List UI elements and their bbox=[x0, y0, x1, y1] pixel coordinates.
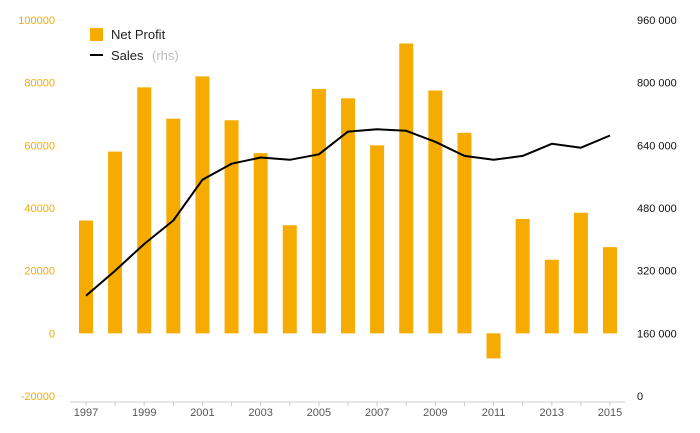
y-axis-right: 0 160 000 320 000 480 000 640 000 800 000 960 … bbox=[637, 15, 677, 403]
x-tick-label: 1997 bbox=[74, 407, 98, 419]
net-profit-bar bbox=[79, 220, 93, 334]
net-profit-bar bbox=[341, 98, 355, 334]
net-profit-bar bbox=[311, 88, 326, 334]
x-tick-label: 2003 bbox=[248, 407, 272, 419]
net-profit-bar bbox=[457, 132, 472, 334]
legend-label-sales: Sales (rhs) bbox=[111, 47, 179, 64]
net-profit-bars bbox=[79, 43, 617, 359]
y-right-tick-label: 0 bbox=[637, 391, 643, 403]
sales-line-layer bbox=[85, 128, 611, 297]
net-profit-bar bbox=[108, 151, 123, 334]
y-right-tick-label: 640 000 bbox=[637, 140, 677, 152]
net-profit-bar bbox=[603, 247, 617, 334]
net-profit-bar bbox=[486, 333, 501, 359]
net-profit-bar bbox=[573, 212, 588, 334]
y-right-tick-label: 960 000 bbox=[637, 15, 677, 27]
net-profit-bar bbox=[195, 76, 210, 334]
net-profit-bar bbox=[253, 153, 268, 334]
y-right-tick-label: 160 000 bbox=[637, 328, 677, 340]
x-tick-label: 2011 bbox=[482, 407, 506, 419]
sales-line bbox=[85, 128, 611, 297]
legend: Net Profit Sales (rhs) bbox=[90, 27, 179, 64]
net-profit-bar bbox=[166, 118, 181, 334]
x-tick-label: 1999 bbox=[132, 407, 156, 419]
y-left-tick-label: 100000 bbox=[18, 15, 55, 27]
net-profit-bar bbox=[137, 87, 152, 334]
y-right-tick-label: 480 000 bbox=[637, 203, 677, 215]
x-axis: 1997 1999 2001 2003 2005 2007 2009 2011 2013 2015 bbox=[70, 401, 625, 419]
net-profit-bar bbox=[399, 43, 414, 334]
y-axis-left: -20000 0 20000 40000 60000 80000 100000 bbox=[18, 15, 55, 403]
y-left-tick-label: 20000 bbox=[24, 266, 55, 278]
x-tick-label: 2005 bbox=[307, 407, 331, 419]
y-left-tick-label: -20000 bbox=[21, 391, 55, 403]
y-right-tick-label: 320 000 bbox=[637, 266, 677, 278]
net-profit-bar bbox=[282, 225, 297, 334]
y-right-tick-label: 800 000 bbox=[637, 78, 677, 90]
net-profit-bar bbox=[428, 90, 443, 334]
y-left-tick-label: 80000 bbox=[24, 78, 55, 90]
net-profit-bar bbox=[515, 218, 530, 334]
net-profit-bar bbox=[544, 259, 559, 334]
y-left-tick-label: 0 bbox=[49, 328, 55, 340]
x-tick-label: 2015 bbox=[598, 407, 622, 419]
x-tick-label: 2007 bbox=[365, 407, 389, 419]
net-profit-bar bbox=[370, 145, 385, 334]
legend-swatch-net-profit bbox=[90, 28, 103, 41]
net-profit-bar bbox=[224, 120, 239, 334]
y-left-tick-label: 40000 bbox=[24, 203, 55, 215]
x-tick-label: 2001 bbox=[190, 407, 214, 419]
x-tick-label: 2009 bbox=[423, 407, 447, 419]
x-tick-label: 2013 bbox=[540, 407, 564, 419]
legend-label-sales-name: Sales bbox=[111, 48, 144, 63]
y-left-tick-label: 60000 bbox=[24, 140, 55, 152]
legend-label-net-profit: Net Profit bbox=[111, 27, 166, 42]
legend-label-sales-suffix: (rhs) bbox=[152, 48, 179, 63]
